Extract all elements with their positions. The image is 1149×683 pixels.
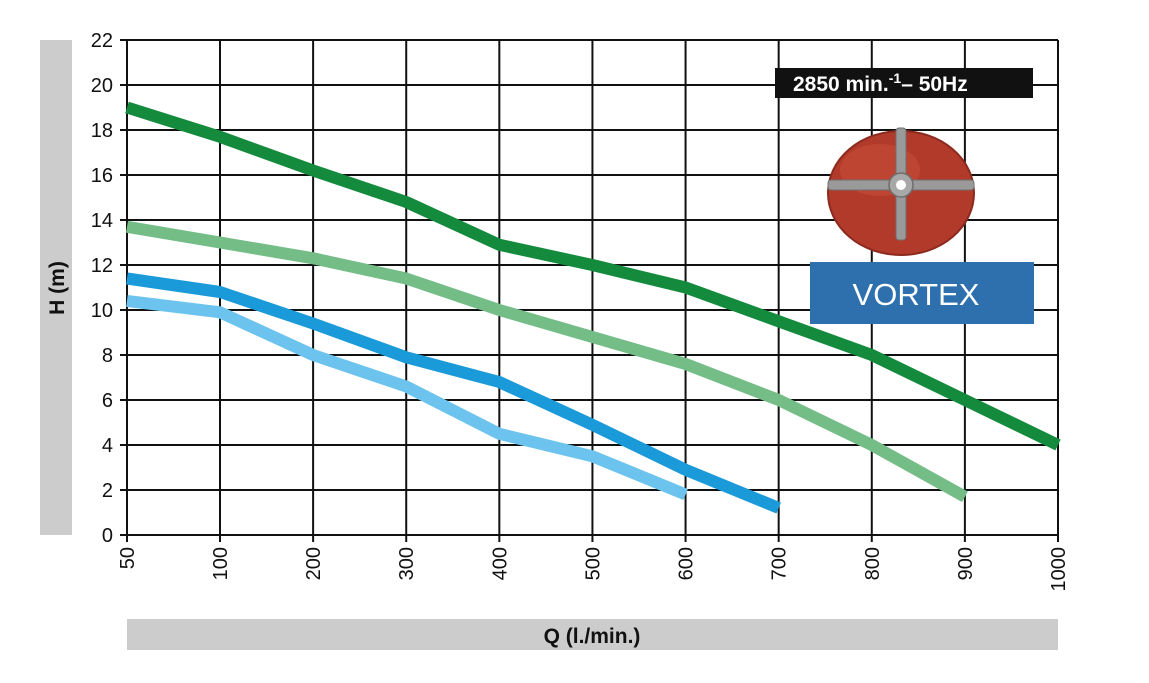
speed-label: 2850 min.-1– 50Hz [793,70,968,96]
y-tick-label: 0 [102,525,113,547]
y-tick-label: 16 [91,165,113,187]
series-line-dark-green [125,101,1061,451]
series-layer [125,101,1061,514]
y-tick-label: 10 [91,300,113,322]
x-tick-label: 600 [676,547,698,580]
y-tick-label: 2 [102,480,113,502]
x-tick-label: 700 [769,547,791,580]
vortex-impeller-icon [827,127,975,256]
x-tick-labels: 50 100 200 300 400 500 600 700 800 900 1000 [117,547,1070,592]
y-tick-label: 18 [91,120,113,142]
y-axis-title-band [40,40,72,535]
y-tick-labels: 0 2 4 6 8 10 12 14 16 18 20 22 [91,30,113,547]
series-line-light-blue [126,295,688,501]
x-tick-label: 1000 [1048,547,1070,592]
x-tick-label: 900 [955,547,977,580]
y-tick-label: 20 [91,75,113,97]
vortex-label: VORTEX [853,277,980,312]
x-tick-label: 500 [582,547,604,580]
y-tick-label: 4 [102,435,113,457]
speed-superscript: -1 [889,70,902,86]
speed-badge [775,68,1033,98]
y-axis-title: H (m) [46,261,69,315]
speed-prefix: 2850 min. [793,73,889,96]
x-tick-label: 100 [210,547,232,580]
y-tick-label: 14 [91,210,113,232]
x-tick-label: 300 [396,547,418,580]
x-tick-label: 200 [303,547,325,580]
y-tick-label: 6 [102,390,113,412]
vortex-label-box [810,262,1034,324]
series-line-blue [126,272,781,514]
x-axis-title-band [127,619,1058,650]
y-tick-label: 12 [91,255,113,277]
x-tick-label: 50 [117,547,139,569]
y-tick-label: 8 [102,345,113,367]
x-axis-title: Q (l./min.) [544,625,641,648]
x-tick-label: 400 [489,547,511,580]
series-line-light-green [126,220,968,503]
y-tick-label: 22 [91,30,113,52]
speed-suffix: – 50Hz [901,73,968,96]
x-tick-label: 800 [862,547,884,580]
